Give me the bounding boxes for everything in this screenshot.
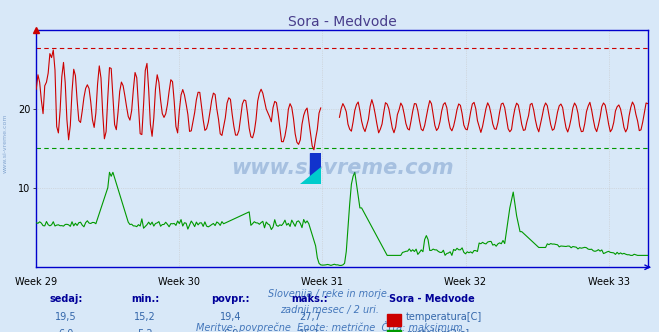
Text: Sora - Medvode: Sora - Medvode <box>389 294 474 304</box>
Text: 15,2: 15,2 <box>134 312 156 322</box>
Bar <box>310 153 321 184</box>
Text: www.si-vreme.com: www.si-vreme.com <box>3 113 8 173</box>
Text: povpr.:: povpr.: <box>212 294 250 304</box>
Polygon shape <box>300 167 321 184</box>
Text: 27,7: 27,7 <box>299 312 321 322</box>
Text: 6,0: 6,0 <box>58 329 74 332</box>
Text: 5,2: 5,2 <box>137 329 153 332</box>
Text: Week 30: Week 30 <box>158 277 200 287</box>
Text: zadnji mesec / 2 uri.: zadnji mesec / 2 uri. <box>280 305 379 315</box>
Text: min.:: min.: <box>131 294 159 304</box>
Text: Week 32: Week 32 <box>444 277 486 287</box>
Text: 6,9: 6,9 <box>223 329 239 332</box>
Text: Week 29: Week 29 <box>15 277 57 287</box>
Text: pretok[m3/s]: pretok[m3/s] <box>406 329 469 332</box>
Text: Meritve: povprečne  Enote: metrične  Črta: maksimum: Meritve: povprečne Enote: metrične Črta:… <box>196 321 463 332</box>
Text: temperatura[C]: temperatura[C] <box>406 312 482 322</box>
Text: Week 33: Week 33 <box>588 277 629 287</box>
Text: Week 31: Week 31 <box>301 277 343 287</box>
Text: 19,5: 19,5 <box>55 312 76 322</box>
Text: maks.:: maks.: <box>291 294 328 304</box>
Text: sedaj:: sedaj: <box>49 294 82 304</box>
Text: 15,1: 15,1 <box>299 329 320 332</box>
Title: Sora - Medvode: Sora - Medvode <box>287 15 397 29</box>
Text: www.si-vreme.com: www.si-vreme.com <box>231 158 453 178</box>
Text: Slovenija / reke in morje.: Slovenija / reke in morje. <box>268 289 391 299</box>
Text: 19,4: 19,4 <box>220 312 241 322</box>
